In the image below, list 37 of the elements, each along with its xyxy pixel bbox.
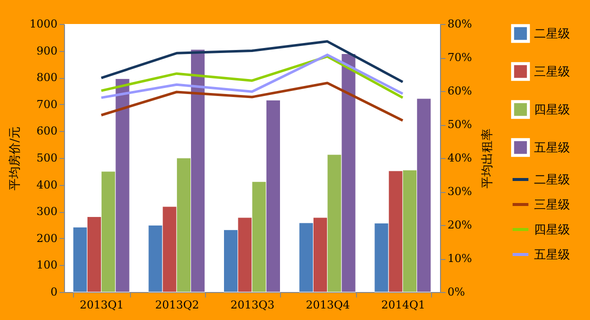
x-tick-label: 2013Q4 bbox=[306, 298, 350, 312]
y-tick-label: 400 bbox=[36, 178, 58, 192]
legend-label: 二星级 bbox=[534, 26, 570, 40]
y-tick-label: 500 bbox=[36, 152, 58, 164]
legend-label: 五星级 bbox=[534, 248, 570, 262]
y-tick-label: 100 bbox=[36, 258, 58, 272]
legend-label: 四星级 bbox=[534, 222, 570, 236]
y2-tick-label: 50% bbox=[448, 118, 472, 131]
y2-tick-label: 20% bbox=[448, 218, 472, 232]
x-tick-label: 2013Q1 bbox=[80, 298, 124, 312]
line-series bbox=[100, 82, 404, 122]
legend-label: 五星级 bbox=[534, 140, 570, 154]
y2-tick-label: 0% bbox=[448, 286, 465, 298]
y-tick-label: 200 bbox=[36, 232, 58, 245]
y2-tick-label: 30% bbox=[448, 185, 472, 198]
x-tick-label: 2014Q1 bbox=[381, 298, 426, 312]
legend-label: 三星级 bbox=[534, 64, 570, 78]
x-tick-label: 2013Q2 bbox=[155, 298, 200, 312]
y-tick-label: 300 bbox=[36, 205, 58, 218]
y-tick-label: 800 bbox=[36, 71, 58, 84]
y-tick-label: 900 bbox=[36, 44, 58, 58]
legend-label: 二星级 bbox=[534, 172, 570, 186]
y-tick-label: 0 bbox=[50, 286, 58, 298]
line-series bbox=[100, 40, 404, 84]
y-tick-label: 700 bbox=[36, 98, 58, 111]
y-axis-title: 平均房价/元 bbox=[8, 126, 22, 191]
y2-tick-label: 60% bbox=[448, 84, 472, 98]
y-tick-label: 600 bbox=[36, 124, 58, 138]
y2-tick-label: 70% bbox=[448, 51, 472, 64]
y2-tick-label: 10% bbox=[448, 252, 472, 265]
y2-tick-label: 40% bbox=[448, 152, 472, 164]
legend-label: 四星级 bbox=[534, 102, 570, 116]
y-tick-label: 1000 bbox=[30, 18, 58, 30]
x-tick-label: 2013Q3 bbox=[230, 298, 275, 312]
legend-label: 三星级 bbox=[534, 198, 570, 212]
y2-axis-title: 平均出租率 bbox=[480, 128, 494, 188]
y2-tick-label: 80% bbox=[448, 18, 472, 30]
